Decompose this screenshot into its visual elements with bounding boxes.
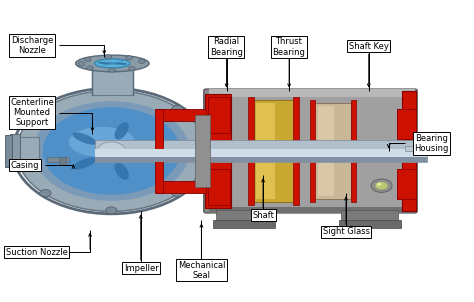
Circle shape	[78, 62, 85, 66]
Text: Casing: Casing	[10, 161, 39, 170]
FancyBboxPatch shape	[210, 93, 411, 209]
Bar	[204, 130, 213, 172]
Circle shape	[377, 183, 382, 186]
Circle shape	[40, 189, 51, 197]
Bar	[209, 89, 415, 97]
Bar	[293, 97, 299, 205]
Bar	[318, 106, 334, 196]
Text: Discharge
Nozzle: Discharge Nozzle	[11, 36, 53, 55]
Text: Impeller: Impeller	[124, 264, 158, 272]
Circle shape	[12, 147, 24, 155]
Bar	[156, 109, 206, 121]
Bar	[256, 103, 275, 199]
Circle shape	[105, 55, 112, 59]
Circle shape	[199, 147, 210, 155]
Ellipse shape	[75, 55, 149, 72]
Ellipse shape	[73, 157, 97, 169]
Circle shape	[97, 142, 126, 160]
Ellipse shape	[69, 127, 135, 157]
Circle shape	[40, 105, 51, 113]
Text: Suction Nozzle: Suction Nozzle	[6, 248, 68, 256]
Circle shape	[87, 66, 93, 70]
Bar	[59, 157, 66, 165]
Circle shape	[33, 101, 190, 201]
Circle shape	[138, 59, 145, 63]
Bar	[155, 109, 163, 193]
Ellipse shape	[73, 133, 97, 145]
Circle shape	[106, 207, 117, 214]
Ellipse shape	[130, 147, 159, 155]
Bar	[341, 210, 398, 222]
Bar	[351, 100, 356, 202]
Text: Shaft Key: Shaft Key	[348, 42, 389, 50]
Circle shape	[172, 189, 183, 197]
Text: Sight Glass: Sight Glass	[322, 227, 370, 236]
Circle shape	[43, 107, 180, 195]
Ellipse shape	[115, 162, 129, 180]
Bar	[405, 146, 434, 151]
Circle shape	[128, 66, 135, 71]
Circle shape	[371, 179, 392, 192]
Text: Thrust
Bearing: Thrust Bearing	[273, 37, 305, 56]
Bar	[95, 157, 427, 162]
Circle shape	[172, 105, 183, 113]
Bar	[208, 169, 230, 205]
Circle shape	[17, 91, 206, 211]
Ellipse shape	[115, 122, 129, 140]
Text: Shaft: Shaft	[252, 211, 274, 220]
Bar	[205, 94, 231, 208]
Circle shape	[106, 88, 117, 95]
Bar	[213, 220, 275, 228]
Circle shape	[375, 182, 388, 190]
Bar	[339, 220, 401, 228]
Bar	[313, 103, 351, 199]
Text: Bearing
Housing: Bearing Housing	[414, 134, 448, 153]
Bar	[402, 91, 416, 211]
Bar	[92, 68, 133, 95]
Bar	[251, 100, 294, 202]
Bar	[95, 140, 427, 162]
Bar	[47, 157, 69, 162]
Bar	[18, 137, 39, 165]
Bar	[208, 97, 230, 133]
Bar	[310, 100, 315, 202]
Bar	[397, 109, 416, 139]
Text: Mechanical
Seal: Mechanical Seal	[178, 261, 225, 280]
Bar	[156, 181, 206, 193]
Bar	[10, 134, 20, 168]
Text: Radial
Bearing: Radial Bearing	[210, 37, 243, 56]
Bar	[195, 115, 210, 187]
Ellipse shape	[94, 59, 130, 68]
FancyBboxPatch shape	[204, 89, 417, 213]
Bar	[5, 135, 12, 167]
Bar	[216, 210, 273, 222]
Circle shape	[84, 57, 91, 62]
Circle shape	[126, 56, 132, 60]
Bar	[209, 207, 415, 213]
Circle shape	[109, 68, 115, 72]
Bar	[95, 149, 427, 158]
Bar	[397, 169, 416, 199]
Text: Centerline
Mounted
Support: Centerline Mounted Support	[10, 98, 54, 127]
Bar	[248, 97, 254, 205]
